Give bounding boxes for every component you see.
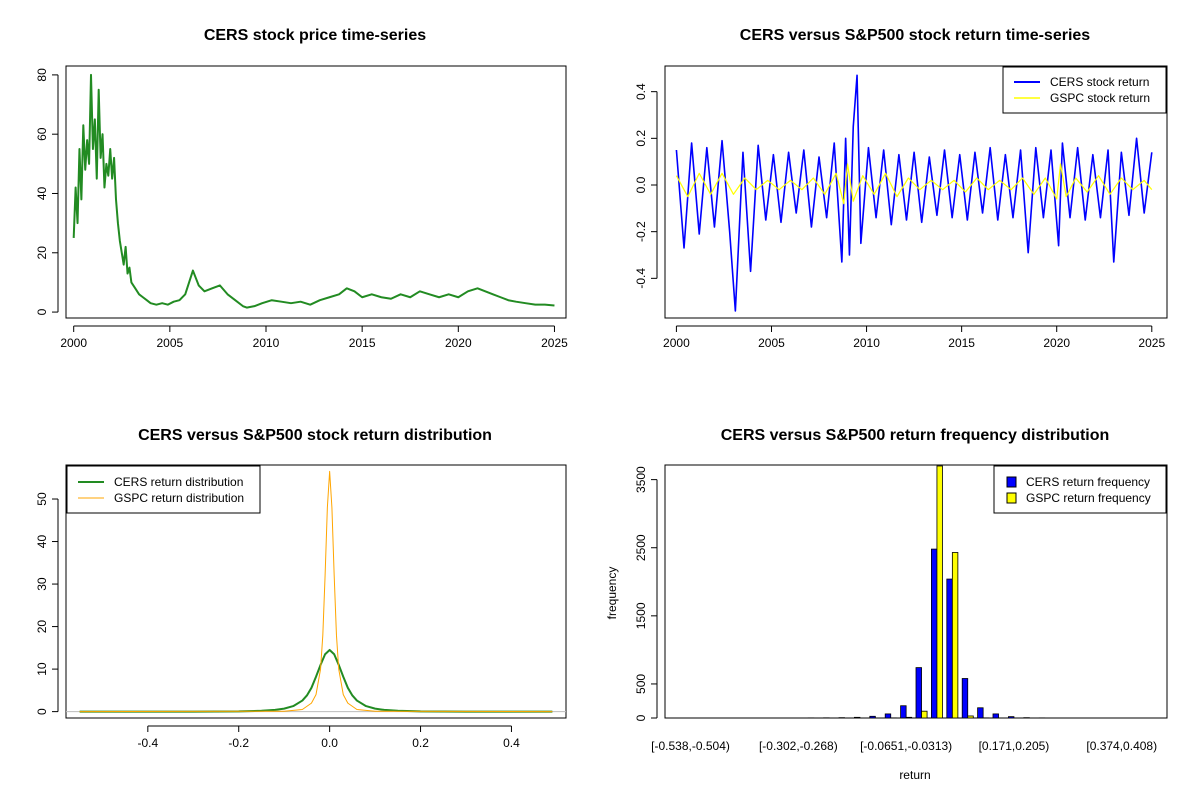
x-tick-label: 2025 (1138, 336, 1165, 350)
histogram-bar-gspc-return-frequency (922, 711, 928, 718)
y-tick-label: 40 (35, 535, 49, 549)
legend-label: GSPC return frequency (1026, 491, 1151, 505)
legend-swatch-gspc (1007, 493, 1016, 503)
histogram-bar-cers-return-frequency (870, 716, 876, 718)
histogram-bar-cers-return-frequency (916, 668, 922, 718)
y-tick-label: 1500 (634, 602, 648, 629)
x-tick-label: 0.0 (321, 736, 338, 750)
y-tick-label: 10 (35, 662, 49, 676)
x-tick-label: [0.171,0.205) (979, 739, 1050, 753)
x-tick-label: 2005 (758, 336, 785, 350)
y-tick-label: 80 (35, 68, 49, 82)
y-tick-label: 500 (634, 674, 648, 694)
legend-box (1003, 67, 1166, 113)
x-tick-label: 2015 (349, 336, 376, 350)
x-tick-label: [0.374,0.408) (1086, 739, 1157, 753)
legend-swatch-cers (1007, 477, 1016, 487)
y-tick-label: 3500 (634, 466, 648, 493)
x-tick-label: 0.2 (412, 736, 429, 750)
x-tick-label: -0.4 (137, 736, 158, 750)
legend: CERS return frequency GSPC return freque… (994, 466, 1166, 513)
histogram-bar-cers-return-frequency (1008, 717, 1014, 718)
y-tick-label: 0 (634, 714, 648, 721)
x-tick-label: [-0.538,-0.504) (651, 739, 730, 753)
y-tick-label: 0 (35, 308, 49, 315)
legend: CERS stock return GSPC stock return (1003, 67, 1166, 113)
x-tick-label: 2010 (253, 336, 280, 350)
chart-title: CERS versus S&P500 return frequency dist… (721, 427, 1110, 444)
legend: CERS return distribution GSPC return dis… (67, 466, 260, 513)
x-tick-label: 2020 (445, 336, 472, 350)
x-tick-label: 2005 (156, 336, 183, 350)
histogram-bar-cers-return-frequency (978, 708, 984, 718)
y-tick-label: 0.4 (634, 83, 648, 100)
histogram-bar-cers-return-frequency (993, 714, 999, 718)
histogram-bar-gspc-return-frequency (968, 716, 974, 718)
y-tick-label: 30 (35, 577, 49, 591)
x-tick-label: 2020 (1043, 336, 1070, 350)
x-tick-label: 2015 (948, 336, 975, 350)
legend-label: GSPC return distribution (114, 491, 244, 505)
x-tick-label: 2010 (853, 336, 880, 350)
y-tick-label: 0 (35, 708, 49, 715)
legend-label: CERS return frequency (1026, 475, 1150, 489)
x-tick-label: [-0.302,-0.268) (759, 739, 838, 753)
chart-title: CERS versus S&P500 stock return time-ser… (740, 27, 1090, 44)
y-tick-label: 20 (35, 620, 49, 634)
histogram-bar-gspc-return-frequency (937, 466, 943, 718)
y-tick-label: 40 (35, 186, 49, 200)
chart-title: CERS stock price time-series (204, 27, 426, 44)
histogram-bar-cers-return-frequency (962, 679, 968, 719)
legend-box (67, 466, 260, 513)
histogram-bar-gspc-return-frequency (906, 717, 912, 718)
histogram-bar-gspc-return-frequency (952, 553, 958, 719)
x-tick-label: 2000 (60, 336, 87, 350)
x-tick-label: -0.2 (228, 736, 249, 750)
histogram-bar-cers-return-frequency (885, 714, 891, 718)
x-tick-label: 2000 (663, 336, 690, 350)
histogram-bar-cers-return-frequency (854, 717, 860, 718)
legend-box (994, 466, 1166, 513)
legend-label: GSPC stock return (1050, 91, 1150, 105)
y-tick-label: 60 (35, 127, 49, 141)
y-tick-label: 0.2 (634, 130, 648, 147)
y-tick-label: 20 (35, 246, 49, 260)
chart-title: CERS versus S&P500 stock return distribu… (138, 427, 492, 444)
legend-label: CERS return distribution (114, 475, 243, 489)
y-axis-label: frequency (605, 567, 619, 620)
y-tick-label: 50 (35, 492, 49, 506)
x-tick-label: [-0.0651,-0.0313) (860, 739, 952, 753)
x-axis-label: return (899, 768, 930, 782)
histogram-bar-cers-return-frequency (931, 549, 937, 718)
x-tick-label: 0.4 (503, 736, 520, 750)
legend-label: CERS stock return (1050, 75, 1149, 89)
y-tick-label: -0.2 (634, 221, 648, 242)
histogram-bar-cers-return-frequency (947, 579, 953, 718)
x-tick-label: 2025 (541, 336, 568, 350)
histogram-bar-cers-return-frequency (901, 706, 907, 718)
y-tick-label: 0.0 (634, 176, 648, 193)
y-tick-label: 2500 (634, 534, 648, 561)
y-tick-label: -0.4 (634, 268, 648, 289)
